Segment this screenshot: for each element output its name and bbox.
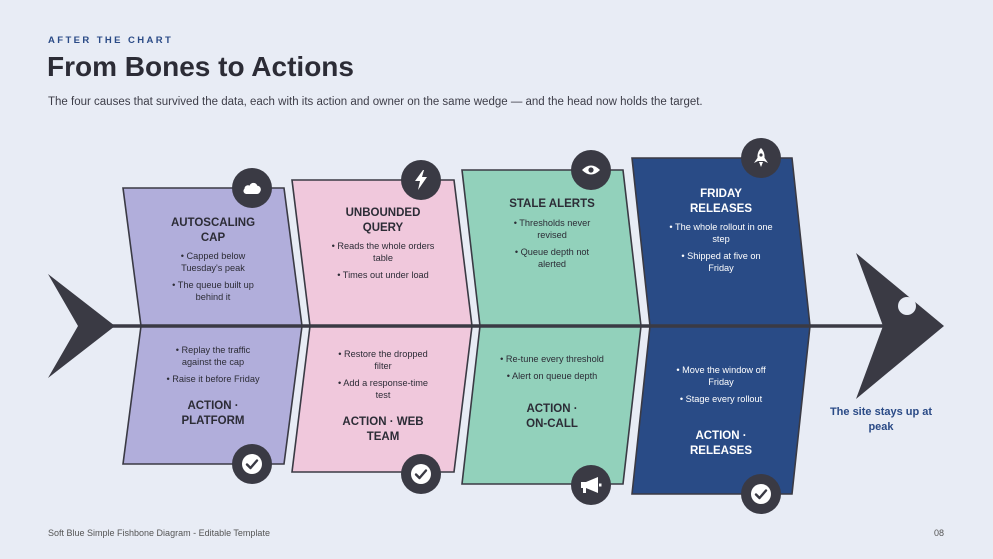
page-number: 08 xyxy=(934,528,945,538)
target-label: The site stays up at peak xyxy=(829,406,933,433)
check-icon xyxy=(401,454,441,494)
page-subtitle: The four causes that survived the data, … xyxy=(48,96,703,108)
action-1-bullet: • Raise it before Friday xyxy=(166,374,260,384)
page-title: From Bones to Actions xyxy=(47,51,354,82)
cause-4-title: FRIDAY RELEASES xyxy=(690,188,752,215)
cause-1-bullet: • Capped below Tuesday's peak xyxy=(180,251,246,273)
action-1-owner: ACTION · PLATFORM xyxy=(181,400,245,427)
cause-3-title: STALE ALERTS xyxy=(509,198,595,210)
cause-1-title: AUTOSCALING CAP xyxy=(170,217,256,244)
action-3-bullet: • Alert on queue depth xyxy=(506,371,598,381)
cause-1: AUTOSCALING CAP • Capped below Tuesday's … xyxy=(160,216,266,303)
cause-2: UNBOUNDED QUERY • Reads the whole orders … xyxy=(330,206,436,281)
wedge-1 xyxy=(122,187,303,465)
lightning-icon xyxy=(401,160,441,200)
cause-4: FRIDAY RELEASES • The whole rollout in on… xyxy=(668,187,774,274)
action-3-bullet: • Re-tune every threshold xyxy=(500,354,604,364)
cause-2-title: UNBOUNDED QUERY xyxy=(345,207,421,234)
cause-4-bullet: • Shipped at five on Friday xyxy=(681,251,761,273)
megaphone-icon xyxy=(571,465,611,505)
action-2-bullet: • Add a response-time test xyxy=(337,378,429,400)
check-icon xyxy=(741,474,781,514)
cause-1-bullet: • The queue built up behind it xyxy=(172,280,254,302)
action-1-bullet: • Replay the traffic against the cap xyxy=(175,345,251,367)
action-3-owner: ACTION · ON-CALL xyxy=(526,403,578,430)
footer-template-name: Soft Blue Simple Fishbone Diagram - Edit… xyxy=(48,528,270,538)
action-4: • Move the window off Friday • Stage eve… xyxy=(668,359,774,458)
action-4-bullet: • Stage every rollout xyxy=(679,394,763,404)
action-4-owner: ACTION · RELEASES xyxy=(690,430,752,457)
rocket-icon xyxy=(741,138,781,178)
cause-4-bullet: • The whole rollout in one step xyxy=(669,222,773,244)
cause-3-bullet: • Queue depth not alerted xyxy=(514,246,590,269)
wedge-3 xyxy=(461,169,642,485)
eyebrow: AFTER THE CHART xyxy=(48,35,174,46)
action-2-owner: ACTION · WEB TEAM xyxy=(342,416,424,443)
eye-icon xyxy=(571,150,611,190)
fish-eye xyxy=(898,297,916,315)
action-2: • Restore the dropped filter • Add a res… xyxy=(330,343,436,444)
cloud-icon xyxy=(232,168,272,208)
wedge-4 xyxy=(631,157,811,495)
action-3: • Re-tune every threshold • Alert on que… xyxy=(500,348,604,431)
cause-3: STALE ALERTS • Thresholds never revised … xyxy=(500,197,604,270)
action-1: • Replay the traffic against the cap • R… xyxy=(160,339,266,428)
cause-2-bullet: • Reads the whole orders table xyxy=(331,241,435,263)
fish-head xyxy=(856,253,944,399)
action-2-bullet: • Restore the dropped filter xyxy=(338,349,428,371)
wedge-2 xyxy=(291,179,473,473)
cause-3-bullet: • Thresholds never revised xyxy=(513,217,591,240)
check-icon xyxy=(232,444,272,484)
action-4-bullet: • Move the window off Friday xyxy=(676,365,766,387)
cause-2-bullet: • Times out under load xyxy=(337,270,429,280)
